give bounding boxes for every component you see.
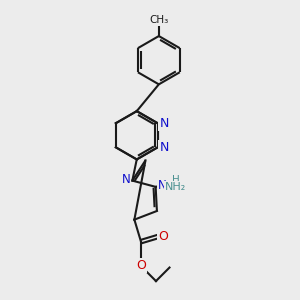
Text: N: N bbox=[158, 179, 167, 192]
Text: N: N bbox=[159, 117, 169, 130]
Text: O: O bbox=[158, 230, 168, 243]
Text: O: O bbox=[136, 259, 146, 272]
Text: H: H bbox=[172, 175, 180, 185]
Text: NH₂: NH₂ bbox=[164, 182, 186, 192]
Text: N: N bbox=[159, 141, 169, 154]
Text: N: N bbox=[122, 172, 130, 186]
Text: CH₃: CH₃ bbox=[149, 15, 169, 25]
